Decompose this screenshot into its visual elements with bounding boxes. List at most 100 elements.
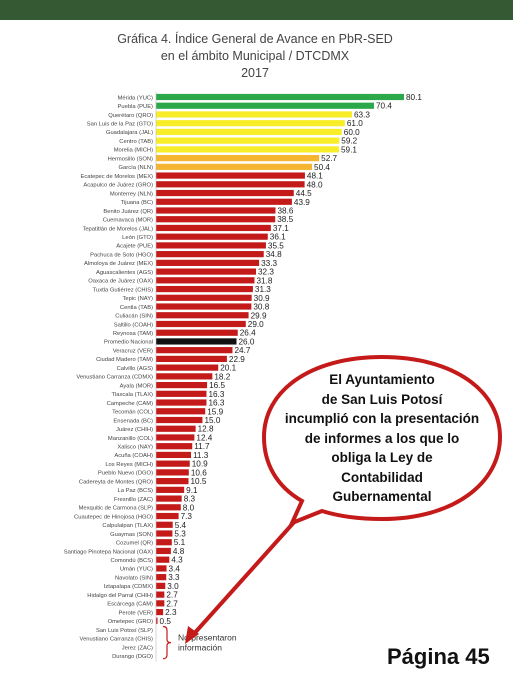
callout-line: obliga la Ley de	[331, 450, 433, 465]
no-report-label: No presentaron	[178, 633, 237, 643]
category-label: Reynosa (TAM)	[113, 331, 153, 337]
callout-arrow-line	[190, 518, 298, 638]
callout-text: El Ayuntamiento de San Luis Potosí incum…	[272, 370, 492, 507]
value-label: 44.5	[296, 189, 312, 198]
category-label: Ecatepec de Morelos (MEX)	[81, 174, 154, 180]
category-label: Mexquitic de Carmona (SLP)	[79, 506, 153, 512]
value-label: 10.6	[191, 468, 207, 477]
bar	[156, 504, 181, 511]
category-label: García (NLN)	[119, 165, 154, 171]
bar	[156, 591, 165, 598]
category-label: Fresnillo (ZAC)	[114, 497, 153, 503]
value-label: 15.9	[207, 407, 223, 416]
bar	[156, 530, 173, 537]
value-label: 31.8	[256, 276, 272, 285]
category-label: Iztapalapa (CDMX)	[104, 584, 153, 590]
category-label: Tepic (NAY)	[123, 296, 154, 302]
value-label: 11.3	[193, 451, 209, 460]
bar	[156, 460, 190, 467]
value-label: 61.0	[347, 119, 363, 128]
bar	[156, 556, 170, 563]
bar	[156, 198, 292, 205]
category-label: San Luis de la Paz (GTO)	[87, 121, 153, 127]
callout-line: Contabilidad	[341, 469, 423, 485]
bar	[156, 102, 374, 109]
value-label: 2.7	[166, 591, 178, 600]
category-label: Ensenada (BC)	[113, 418, 153, 424]
bar	[156, 285, 253, 293]
value-label: 5.1	[174, 538, 186, 547]
value-label: 33.3	[261, 259, 277, 268]
bar	[156, 434, 195, 441]
category-label: Xalisco (NAY)	[117, 445, 153, 451]
bar	[156, 512, 179, 520]
category-label: Pachuca de Soto (HGO)	[90, 252, 153, 258]
category-label: San Luis Potosí (SLP)	[96, 628, 153, 634]
category-label: Veracruz (VER)	[113, 348, 153, 354]
value-label: 15.0	[204, 416, 220, 425]
category-label: Pueblo Nuevo (DGO)	[98, 471, 153, 477]
value-label: 30.9	[254, 294, 270, 303]
bar	[156, 443, 193, 450]
bar	[156, 137, 340, 144]
category-label: Juárez (CHIH)	[116, 427, 153, 433]
value-label: 3.0	[167, 582, 179, 591]
category-label: Calvillo (AGS)	[117, 366, 153, 372]
bar	[156, 251, 264, 258]
bar	[156, 582, 166, 589]
bar	[156, 355, 227, 362]
value-label: 36.1	[270, 233, 286, 242]
value-label: 50.4	[314, 163, 330, 172]
bar	[156, 486, 185, 493]
bar	[156, 277, 255, 284]
value-label: 9.1	[186, 486, 198, 495]
bar	[156, 146, 339, 153]
callout-line: El Ayuntamiento	[329, 372, 435, 387]
bar	[156, 329, 238, 336]
value-label: 80.1	[406, 93, 422, 102]
bar	[156, 338, 237, 345]
bar	[156, 224, 271, 232]
value-label: 10.5	[191, 477, 207, 486]
category-label: Calpulalpan (TLAX)	[102, 523, 153, 529]
value-label: 37.1	[273, 224, 289, 233]
value-label: 22.9	[229, 355, 245, 364]
value-label: 4.3	[171, 556, 183, 565]
value-label: 12.4	[196, 433, 212, 442]
value-label: 3.3	[168, 573, 180, 582]
bar	[156, 617, 158, 624]
category-label: Cozumel (QR)	[116, 541, 153, 547]
value-label: 16.3	[208, 399, 224, 408]
category-label: Querétaro (QRO)	[108, 113, 153, 119]
value-label: 24.7	[234, 346, 250, 355]
bar	[156, 416, 203, 424]
category-label: Culiacán (SIN)	[115, 314, 153, 320]
value-label: 32.3	[258, 268, 274, 277]
value-label: 2.7	[166, 599, 178, 608]
value-label: 7.3	[181, 512, 193, 521]
bar	[156, 451, 191, 459]
bar	[156, 294, 252, 301]
value-label: 38.6	[278, 206, 294, 215]
bar	[156, 111, 352, 118]
value-label: 48.1	[307, 172, 323, 181]
bar	[156, 373, 213, 380]
category-label: Tecomán (COL)	[112, 410, 153, 416]
bar	[156, 189, 294, 197]
value-label: 29.0	[248, 320, 264, 329]
bar	[156, 425, 196, 432]
bar	[156, 312, 249, 319]
category-label: Perote (VER)	[119, 610, 154, 616]
callout-line: de informes a los que lo	[304, 430, 460, 446]
chart-year: 2017	[241, 66, 269, 80]
category-label: Hermosillo (SON)	[108, 156, 153, 162]
value-label: 52.7	[321, 154, 337, 163]
value-label: 63.3	[354, 110, 370, 119]
category-label: Cuernavaca (MOR)	[103, 218, 153, 224]
bar	[156, 93, 404, 101]
category-label: León (GTO)	[122, 235, 153, 241]
bar	[156, 547, 171, 555]
bar	[156, 381, 208, 389]
value-label: 43.9	[294, 198, 310, 207]
